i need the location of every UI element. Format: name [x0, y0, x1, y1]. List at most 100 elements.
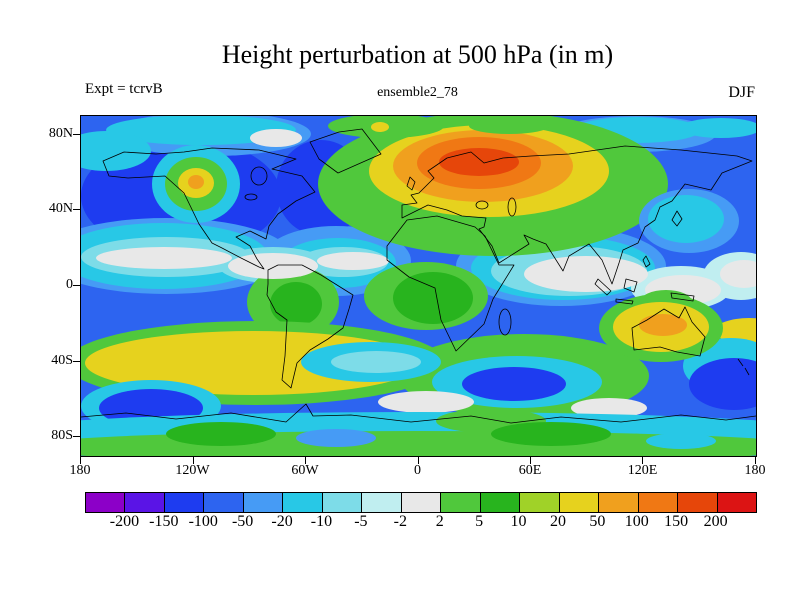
lat-tick-mark [73, 209, 80, 211]
experiment-label: Expt = tcrvB [85, 81, 163, 97]
map-panel [80, 115, 757, 457]
colorbar-level-label: -50 [231, 513, 254, 530]
colorbar-level-label: 10 [510, 513, 527, 530]
lon-tick-label: 180 [69, 463, 91, 478]
contour-region [689, 358, 756, 410]
coastline-hudson-bay [250, 166, 268, 186]
coastline-antarctica [81, 403, 756, 424]
coastlines-layer [81, 128, 756, 424]
lon-tick-label: 120E [627, 463, 658, 478]
lon-tick-mark [80, 457, 81, 464]
colorbar-labels: -200 -150 -100 -50 -20 -10 -5 -2 2 5 10 20 50 100 150 2… [85, 513, 755, 535]
lat-tick-label: 40N [48, 201, 73, 217]
coastline-philippines [642, 255, 651, 268]
lat-tick-label: 80N [48, 125, 73, 141]
coastline-madagascar [498, 308, 512, 336]
contour-region [106, 116, 296, 145]
colorbar-level-label: 50 [589, 513, 606, 530]
coastline-britain [406, 176, 416, 191]
coastline-black-sea [475, 200, 489, 210]
colorbar-segment [638, 493, 679, 512]
colorbar-segment [164, 493, 205, 512]
contour-region [469, 118, 549, 134]
coastline-new-guinea [670, 292, 695, 302]
lat-tick-mark [73, 285, 80, 286]
coastline-north-america [102, 147, 316, 270]
contour-region [81, 131, 151, 171]
lon-tick-mark [304, 457, 306, 464]
colorbar-level-label: 5 [475, 513, 484, 530]
contour-region [188, 175, 204, 189]
lon-tick-label: 60W [291, 463, 319, 478]
lon-tick-label: 120W [175, 463, 210, 478]
coastline-eurasia [401, 145, 753, 285]
colorbar-segment [125, 493, 165, 512]
colorbar-segment [599, 493, 639, 512]
colorbar-level-label: -150 [149, 513, 179, 530]
colorbar [85, 492, 757, 513]
coastline-borneo [623, 278, 638, 293]
colorbar-segment [86, 493, 126, 512]
lon-tick-mark [755, 457, 756, 464]
lat-tick-label: 0 [66, 277, 73, 292]
colorbar-level-label: -200 [109, 513, 140, 530]
lat-tick-label: 40S [51, 352, 73, 368]
contour-region [571, 398, 647, 418]
lon-tick-label: 60E [518, 463, 542, 478]
figure-title: Height perturbation at 500 hPa (in m) [221, 40, 614, 69]
contour-region [648, 195, 724, 243]
colorbar-segment [717, 493, 756, 512]
coastline-java [615, 298, 634, 305]
contour-field-layer [81, 116, 756, 456]
colorbar-level-label: 20 [549, 513, 566, 530]
contour-region [331, 351, 421, 373]
coastline-australia [631, 306, 706, 357]
coastline-south-america [266, 264, 354, 389]
contour-region [462, 367, 566, 401]
contour-region [371, 122, 389, 132]
coastline-new-zealand [737, 358, 750, 376]
coastline-japan [671, 210, 683, 227]
contour-map [81, 116, 756, 456]
lon-tick-mark [530, 457, 532, 464]
contour-region [720, 260, 756, 288]
colorbar-segment [204, 493, 244, 512]
coastline-great-lakes [244, 193, 258, 201]
lon-tick-label: 180 [744, 463, 766, 478]
colorbar-segment [362, 493, 402, 512]
lat-tick-label: 80S [51, 428, 73, 444]
contour-region [393, 272, 473, 324]
contour-region [491, 422, 611, 446]
colorbar-level-label: -100 [188, 513, 218, 530]
colorbar-level-label: 150 [664, 513, 689, 530]
contour-region [439, 148, 519, 176]
contour-region [228, 253, 318, 279]
colorbar-segment [678, 493, 718, 512]
colorbar-segment [322, 493, 363, 512]
coastline-caspian-sea [507, 197, 517, 217]
colorbar-level-label: 200 [703, 513, 728, 530]
colorbar-segment [283, 493, 323, 512]
contour-region [378, 391, 474, 413]
contour-region [639, 314, 687, 336]
colorbar-level-label: 2 [435, 513, 444, 530]
contour-region [524, 256, 648, 292]
coastline-greenland [309, 128, 382, 174]
lat-tick-mark [73, 360, 80, 362]
contour-region [270, 282, 322, 326]
colorbar-segment [243, 493, 284, 512]
colorbar-level-label: -2 [393, 513, 407, 530]
colorbar-segment [401, 493, 442, 512]
colorbar-level-label: -10 [310, 513, 333, 530]
colorbar-segment [559, 493, 600, 512]
lon-tick-label: 0 [414, 463, 421, 478]
lat-tick-mark [73, 133, 80, 135]
contour-region [250, 129, 302, 147]
colorbar-segment [520, 493, 560, 512]
colorbar-level-label: -5 [354, 513, 368, 530]
season-label: DJF [728, 84, 755, 101]
lon-tick-mark [642, 457, 644, 464]
lat-tick-mark [73, 436, 80, 438]
contour-region [681, 118, 756, 138]
